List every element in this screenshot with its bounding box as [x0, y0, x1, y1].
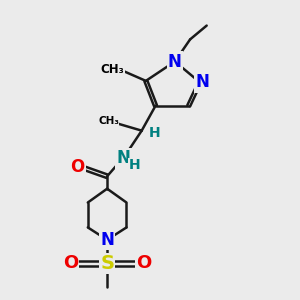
Text: CH₃: CH₃	[101, 63, 124, 76]
Text: H: H	[129, 158, 141, 172]
Text: H: H	[148, 126, 160, 140]
Text: S: S	[100, 254, 114, 273]
Text: CH₃: CH₃	[98, 116, 119, 126]
Text: N: N	[168, 52, 182, 70]
Text: O: O	[63, 254, 78, 272]
Text: O: O	[136, 254, 152, 272]
Text: N: N	[117, 149, 131, 167]
Text: N: N	[100, 231, 114, 249]
Text: N: N	[196, 73, 209, 91]
Text: O: O	[70, 158, 85, 175]
